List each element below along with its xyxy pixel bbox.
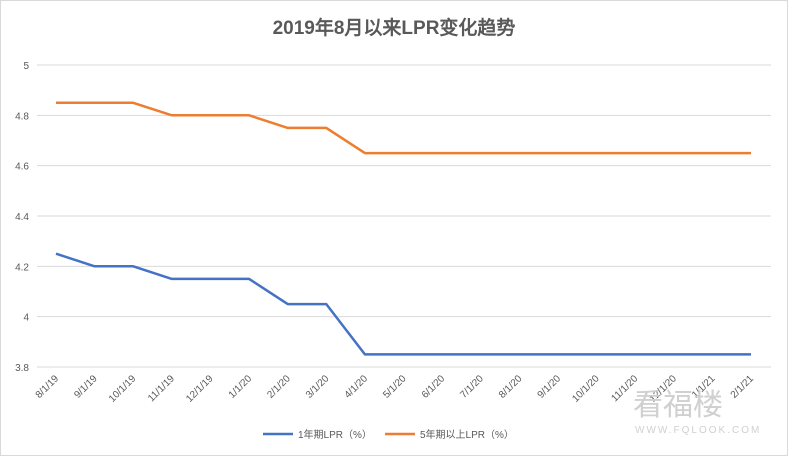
watermark-logo: 看福楼 <box>633 389 723 422</box>
x-tick-label: 10/1/19 <box>107 373 139 405</box>
watermark-url: WWW.FQLOOK.COM <box>635 425 761 436</box>
y-tick-label: 3.8 <box>15 363 29 374</box>
x-tick-label: 8/1/19 <box>34 373 62 401</box>
y-tick-label: 4.2 <box>15 262 29 273</box>
x-tick-label: 9/1/20 <box>536 373 564 401</box>
x-tick-label: 6/1/20 <box>420 373 448 401</box>
x-tick-label: 11/1/19 <box>146 373 177 404</box>
chart-title: 2019年8月以来LPR变化趋势 <box>272 18 516 39</box>
watermark: 看福楼 WWW.FQLOOK.COM <box>633 389 761 436</box>
x-tick-label: 4/1/20 <box>343 373 371 401</box>
y-tick-label: 4.8 <box>15 111 29 122</box>
y-tick-label: 4.4 <box>15 212 29 223</box>
x-tick-label: 8/1/20 <box>497 373 525 401</box>
y-tick-label: 4 <box>23 313 29 324</box>
x-tick-label: 12/1/19 <box>184 373 216 405</box>
series-line-5y <box>56 101 751 155</box>
y-tick-label: 4.6 <box>15 162 29 173</box>
x-tick-label: 5/1/20 <box>381 373 409 401</box>
x-tick-label: 7/1/20 <box>458 373 486 401</box>
x-tick-label: 9/1/19 <box>72 373 100 401</box>
series-line-1y <box>55 252 751 356</box>
legend-label-5y: 5年期以上LPR（%） <box>420 428 514 441</box>
y-tick-label: 5 <box>23 61 29 72</box>
x-tick-label: 3/1/20 <box>304 373 332 401</box>
x-tick-label: 2/1/21 <box>729 373 757 401</box>
x-tick-label: 2/1/20 <box>265 373 293 401</box>
x-tick-label: 10/1/20 <box>570 373 602 405</box>
legend-label-1y: 1年期LPR（%） <box>298 428 372 441</box>
x-tick-label: 1/1/20 <box>227 373 255 401</box>
